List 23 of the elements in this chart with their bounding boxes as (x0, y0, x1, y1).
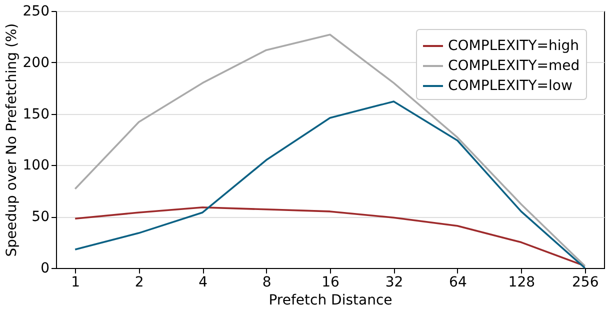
x-tick-label: 4 (198, 274, 208, 290)
x-tick-label: 256 (572, 274, 599, 290)
line-series (74, 34, 586, 267)
x-tick-label: 64 (449, 274, 467, 290)
x-tick-label: 8 (262, 274, 272, 290)
y-tick-label: 0 (40, 260, 50, 276)
legend-label: COMPLEXITY=low (448, 78, 572, 94)
x-tick-label: 128 (508, 274, 536, 290)
x-tick-label: 32 (385, 274, 404, 290)
legend-label: COMPLEXITY=med (448, 58, 580, 74)
x-axis-title: Prefetch Distance (268, 292, 392, 308)
line-series (74, 206, 586, 267)
y-tick-label: 50 (32, 209, 50, 226)
y-tick-label: 150 (22, 106, 50, 122)
legend-label: COMPLEXITY=high (448, 38, 580, 54)
x-tick-label: 1 (71, 274, 80, 290)
x-tick-label: 16 (322, 274, 340, 290)
y-tick-label: 100 (22, 158, 50, 174)
y-axis-title: Speedup over No Prefetching (%) (4, 23, 20, 257)
x-tick-label: 2 (134, 274, 144, 290)
y-tick-label: 250 (22, 4, 50, 20)
line-series (74, 100, 586, 269)
y-tick-label: 200 (22, 54, 50, 71)
